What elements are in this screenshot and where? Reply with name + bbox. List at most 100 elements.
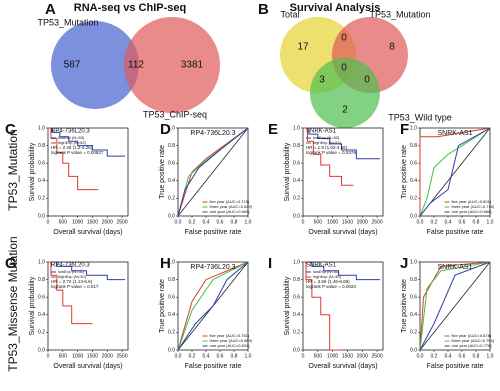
y-axis-label: True positive rate (401, 145, 408, 199)
curve (177, 261, 249, 351)
y-tick-label: 1.0 (293, 125, 300, 131)
y-tick-label: 0.6 (410, 161, 417, 167)
x-tick-label: 0 (47, 219, 50, 225)
plot-title: SNRK-AS1 (437, 264, 472, 271)
stat-label: HR = 2.72 (1.13-6.6) (51, 279, 93, 284)
y-axis-label: Survival probability (284, 276, 291, 335)
x-tick-label: 1000 (72, 353, 83, 359)
plot-title: RP4-736L20.3 (51, 263, 90, 269)
panel-letter: G (5, 255, 17, 272)
legend-label: one year (AUC=0.668) (452, 209, 493, 214)
x-axis-label: False positive rate (185, 229, 242, 236)
y-tick-label: 0.4 (293, 178, 300, 184)
y-tick-label: 0.2 (410, 330, 417, 336)
row-label: TP53_Mutation (6, 129, 20, 210)
venn-count: 3381 (181, 60, 204, 71)
y-tick-label: 0.4 (168, 178, 175, 184)
y-tick-label: 0.8 (293, 277, 300, 283)
y-tick-label: 0.4 (410, 178, 417, 184)
y-tick-label: 0.0 (410, 213, 417, 219)
plot-frame (302, 127, 384, 217)
legend-label: one year (AUC=0.669) (210, 209, 251, 214)
y-axis-label: True positive rate (159, 279, 166, 333)
y-tick-label: 1.0 (168, 125, 175, 131)
x-tick-label: 0.6 (459, 353, 466, 359)
curve (48, 261, 93, 325)
y-tick-label: 1.0 (410, 125, 417, 131)
stat-label: HR = 3.56 (1.46-8.69) (306, 279, 350, 284)
x-axis-label: Overall survival (days) (308, 363, 377, 370)
curve (177, 127, 249, 217)
stat-label: HR = 2.28 (1.2-4.26) (51, 145, 93, 150)
curve (303, 261, 342, 351)
x-tick-label: 0 (302, 219, 305, 225)
x-axis-label: False positive rate (427, 229, 484, 236)
plot-title: RP4-736L20.3 (190, 264, 235, 271)
y-tick-label: 0.8 (38, 277, 45, 283)
curve (419, 261, 491, 351)
venn-count: 0 (341, 33, 347, 44)
x-tick-label: 2000 (102, 353, 113, 359)
panel-letter: H (160, 255, 171, 272)
plot-title: SNRK-AS1 (306, 263, 337, 269)
y-tick-label: 0.0 (38, 347, 45, 353)
x-tick-label: 0.4 (445, 219, 452, 225)
y-tick-label: 0.2 (168, 330, 175, 336)
set-label: TP53_Mutation (37, 17, 98, 27)
y-tick-label: 0.2 (38, 330, 45, 336)
y-tick-label: 0.6 (38, 295, 45, 301)
legend-label: five year (AUC=0.715) (210, 199, 250, 204)
plot-title: SNRK-AS1 (306, 129, 337, 135)
plot-frame (177, 127, 249, 217)
x-axis-label: Overall survival (days) (53, 363, 122, 370)
x-tick-label: 1500 (342, 353, 353, 359)
panel-letter: D (160, 121, 171, 138)
y-tick-label: 0.8 (168, 277, 175, 283)
set-label: TP53_Mutation (369, 9, 430, 19)
y-tick-label: 1.0 (293, 259, 300, 265)
y-tick-label: 0.6 (168, 295, 175, 301)
row-label: TP53_Missense Mutation (6, 236, 20, 371)
plot-title: RP4-736L20.3 (51, 129, 90, 135)
venn-count: 587 (64, 60, 81, 71)
legend-label: three year (AUC=0.649) (210, 204, 253, 209)
x-tick-label: 2500 (372, 219, 383, 225)
x-tick-label: 0.8 (231, 219, 238, 225)
curve (419, 261, 491, 351)
y-tick-label: 1.0 (168, 259, 175, 265)
plot-title: RP4-736L20.3 (190, 130, 235, 137)
x-tick-label: 1500 (87, 219, 98, 225)
y-tick-label: 0.4 (293, 312, 300, 318)
y-axis-label: Survival probability (29, 276, 36, 335)
venn-title: RNA-seq vs ChIP-seq (74, 2, 186, 14)
y-tick-label: 0.6 (410, 295, 417, 301)
venn-count: 8 (389, 42, 395, 53)
legend-label: three year (AUC=0.794) (452, 338, 495, 343)
curve (48, 127, 99, 191)
panel-letter: A (45, 1, 56, 18)
curve (419, 127, 491, 217)
x-tick-label: 2500 (117, 219, 128, 225)
y-axis-label: Survival probability (284, 142, 291, 201)
x-tick-label: 2000 (357, 353, 368, 359)
x-tick-label: 0.8 (231, 353, 238, 359)
x-tick-label: 1.0 (245, 219, 252, 225)
x-tick-label: 1.0 (245, 353, 252, 359)
y-tick-label: 0.8 (410, 143, 417, 149)
y-tick-label: 0.2 (293, 330, 300, 336)
x-tick-label: 500 (314, 353, 323, 359)
legend-label: lowExp (N=53) (58, 135, 85, 140)
venn-count: 2 (342, 105, 348, 116)
x-tick-label: 1000 (327, 219, 338, 225)
stat-label: logrank P value = 0.00827 (51, 150, 104, 155)
x-tick-label: 0 (302, 353, 305, 359)
x-axis-label: False positive rate (427, 363, 484, 370)
venn-count: 0 (341, 63, 347, 74)
y-tick-label: 0.2 (410, 196, 417, 202)
x-tick-label: 0.2 (431, 353, 438, 359)
x-tick-label: 0.6 (217, 353, 224, 359)
curve (48, 127, 126, 157)
x-tick-label: 500 (59, 219, 68, 225)
x-tick-label: 0.6 (459, 219, 466, 225)
